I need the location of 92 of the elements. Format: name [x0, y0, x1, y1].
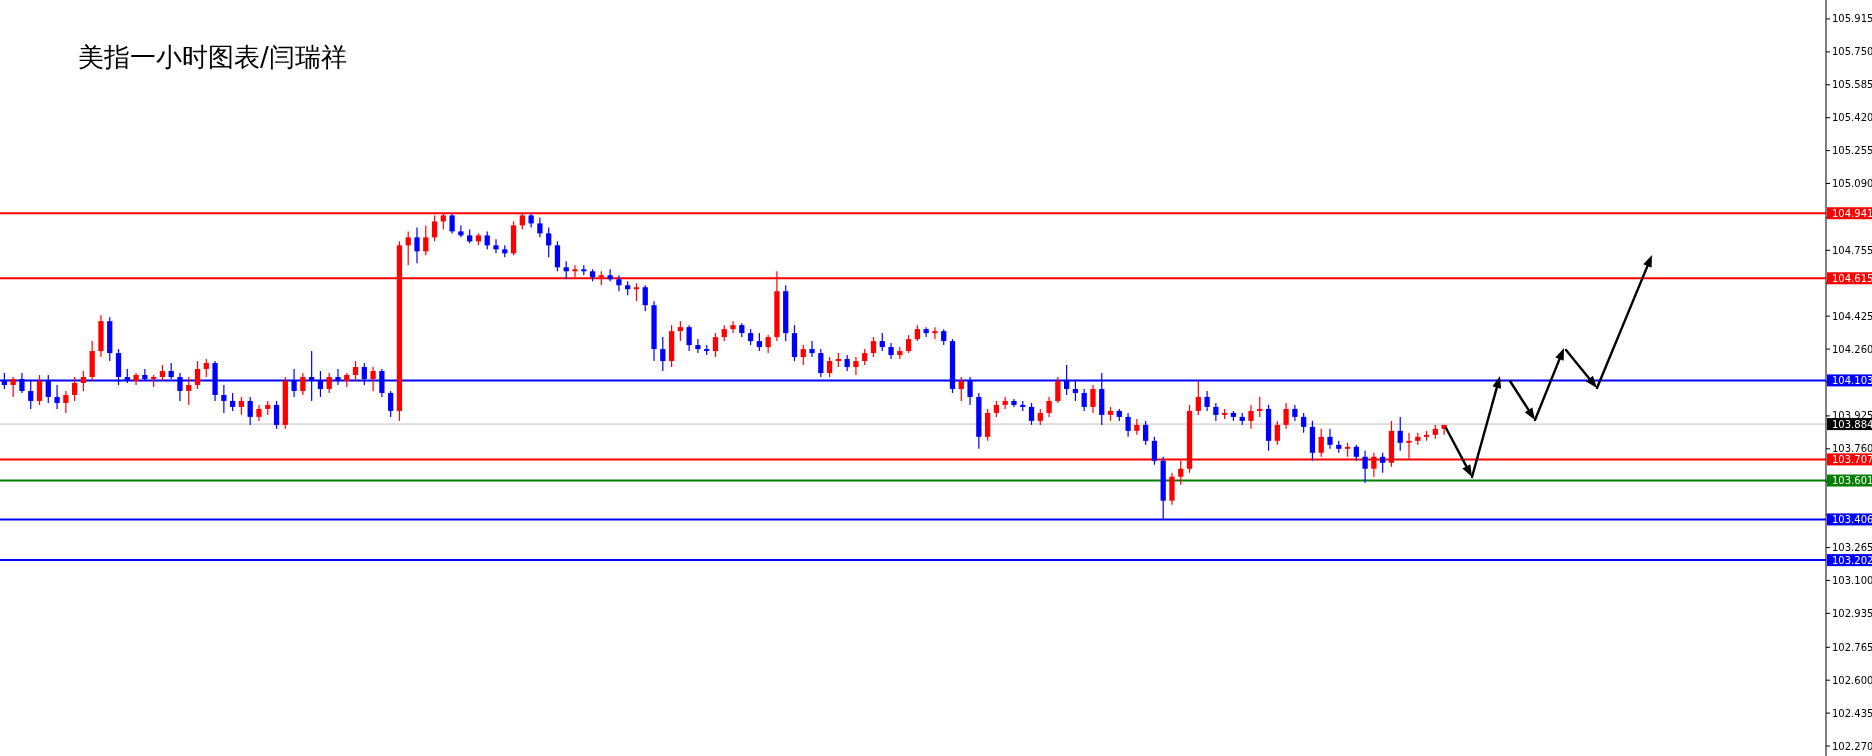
candlestick — [1125, 412, 1131, 438]
candlestick — [642, 284, 648, 312]
y-tick-label: 103.100 — [1832, 574, 1872, 586]
candlestick — [414, 226, 420, 264]
candlestick — [194, 360, 201, 390]
y-tick-label: 105.255 — [1832, 145, 1872, 157]
candlestick — [686, 324, 692, 352]
y-tick-label: 102.935 — [1832, 607, 1872, 619]
candlestick — [300, 372, 306, 396]
candlestick — [71, 376, 78, 402]
candlestick — [616, 274, 622, 292]
candlestick — [449, 212, 455, 234]
ref-line-label: 103.884 — [1832, 418, 1872, 430]
candlestick — [1151, 436, 1158, 466]
candlestick — [370, 366, 376, 392]
y-tick-label: 105.420 — [1832, 112, 1872, 124]
ref-line-label: 104.103 — [1832, 374, 1872, 386]
candlestick — [493, 238, 499, 254]
candlestick — [818, 348, 824, 378]
candlestick — [80, 370, 87, 392]
ref-line-label: 103.707 — [1832, 453, 1872, 465]
candlestick — [1362, 450, 1368, 484]
candlestick — [660, 336, 666, 372]
candlestick — [1380, 452, 1386, 474]
candlestick — [423, 224, 429, 256]
candlestick — [1090, 384, 1096, 414]
candlestick — [1028, 402, 1035, 426]
candlestick — [63, 390, 69, 414]
ref-line-label: 103.601 — [1832, 475, 1872, 487]
candlestick — [800, 344, 806, 366]
candlestick — [405, 230, 411, 266]
candlestick — [1055, 376, 1061, 404]
candlestick — [607, 268, 613, 282]
candlestick — [247, 396, 253, 426]
y-tick-label: 105.750 — [1832, 46, 1872, 58]
candlestick — [1248, 404, 1254, 430]
y-tick-label: 105.585 — [1832, 79, 1872, 91]
y-tick-label: 102.270 — [1832, 740, 1872, 752]
candlestick — [712, 332, 719, 358]
y-tick-label: 103.760 — [1832, 443, 1872, 455]
ref-line-label: 104.941 — [1832, 207, 1872, 219]
y-tick-label: 102.435 — [1832, 707, 1872, 719]
candlestick — [1081, 388, 1087, 412]
candlestick — [221, 384, 227, 414]
candlestick — [388, 390, 394, 418]
candlestick — [1204, 390, 1210, 412]
y-tick-label: 104.425 — [1832, 310, 1872, 322]
candlestick — [1213, 402, 1219, 422]
candlestick — [326, 372, 332, 394]
candlestick — [54, 384, 60, 410]
text: 美指一小时图表/闫瑞祥 — [78, 42, 347, 72]
candlestick — [1195, 380, 1201, 416]
ref-line-label: 104.615 — [1832, 272, 1872, 284]
candlestick — [695, 338, 701, 354]
candlestick — [791, 324, 798, 362]
candlestick — [1046, 396, 1052, 418]
candlestick — [1301, 412, 1307, 434]
candlestick — [1274, 420, 1280, 446]
candlestick — [1143, 420, 1149, 446]
y-tick-label: 105.915 — [1832, 13, 1872, 25]
candlestick — [10, 376, 16, 398]
candlestick — [1257, 396, 1263, 418]
candlestick — [1327, 428, 1333, 450]
y-tick-label: 102.600 — [1832, 674, 1872, 686]
candlestick — [1397, 416, 1403, 452]
ref-line-label: 103.202 — [1832, 554, 1872, 566]
candlestick — [1283, 402, 1289, 430]
candlestick — [853, 356, 859, 376]
candlestick — [958, 376, 964, 402]
candlestick — [36, 374, 43, 406]
y-tick-label: 103.265 — [1832, 542, 1872, 554]
candlestick — [730, 320, 736, 334]
candlestick — [677, 320, 683, 342]
candlestick — [809, 340, 815, 358]
candlestick — [537, 216, 543, 238]
y-tick-label: 105.090 — [1832, 178, 1872, 190]
candlestick — [984, 408, 991, 442]
y-tick-label: 102.765 — [1832, 641, 1872, 653]
candlestick — [932, 326, 938, 340]
y-tick-label: 104.260 — [1832, 343, 1872, 355]
candlestick — [554, 240, 561, 272]
candlestick — [1169, 472, 1175, 506]
ref-line-label: 103.406 — [1832, 513, 1872, 525]
candlestick — [870, 336, 877, 358]
candlestick — [273, 400, 280, 430]
candlestick — [826, 356, 833, 378]
candlestick — [186, 376, 192, 406]
candlestick — [546, 226, 552, 258]
candlestick — [352, 360, 359, 382]
y-tick-label: 104.755 — [1832, 244, 1872, 256]
candlestick — [458, 224, 464, 238]
candlestick — [1134, 418, 1140, 436]
